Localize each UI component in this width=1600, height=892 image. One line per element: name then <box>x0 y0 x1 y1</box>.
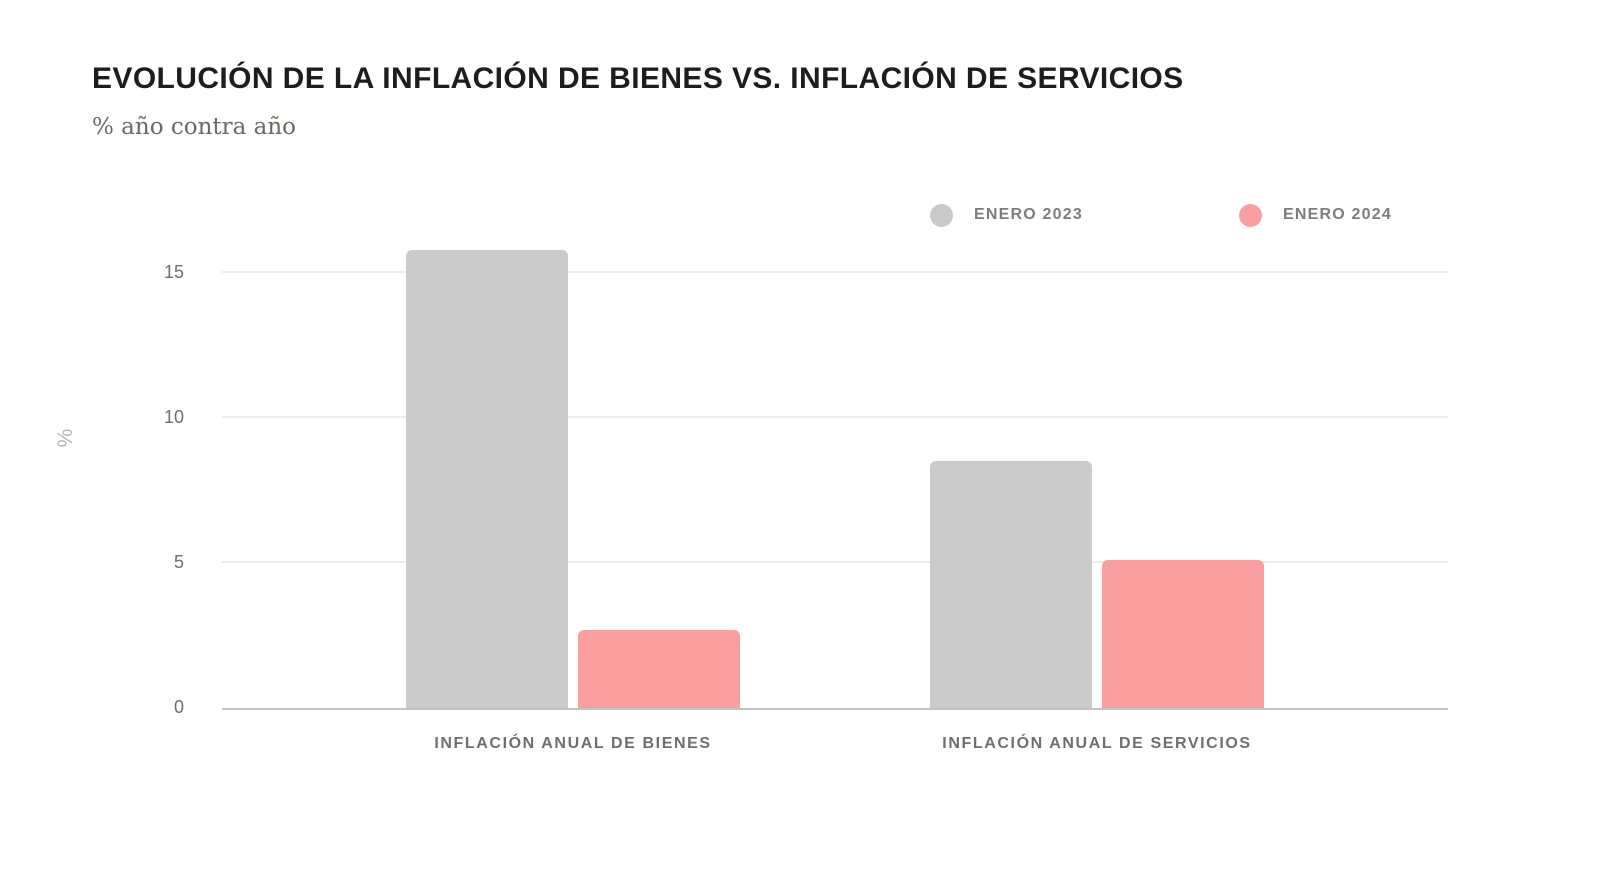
gridline-10 <box>222 416 1448 418</box>
legend-label-enero-2024: ENERO 2024 <box>1283 206 1392 223</box>
chart-subtitle: % año contra año <box>92 114 297 140</box>
legend-swatch-enero-2024-icon <box>1239 203 1262 227</box>
bar-enero-2024-bienes <box>578 630 740 708</box>
legend-item-enero-2024: ENERO 2024 <box>1239 202 1392 228</box>
gridline-5 <box>222 561 1448 563</box>
y-axis-label: % <box>54 428 77 448</box>
y-tick-10: 10 <box>163 407 184 427</box>
legend-item-enero-2023: ENERO 2023 <box>930 202 1083 228</box>
gridline-15 <box>222 271 1448 273</box>
bar-enero-2023-bienes <box>406 250 568 708</box>
chart-title: EVOLUCIÓN DE LA INFLACIÓN DE BIENES VS. … <box>92 62 1184 95</box>
plot-area <box>222 235 1448 710</box>
legend-swatch-enero-2023-icon <box>930 203 953 227</box>
bar-enero-2023-servicios <box>930 461 1092 708</box>
legend-label-enero-2023: ENERO 2023 <box>974 206 1083 223</box>
y-tick-15: 15 <box>163 262 184 282</box>
bar-enero-2024-servicios <box>1102 560 1264 708</box>
y-tick-5: 5 <box>173 552 184 572</box>
y-tick-0: 0 <box>173 697 184 717</box>
category-label-bienes: INFLACIÓN ANUAL DE BIENES <box>434 735 712 752</box>
category-label-servicios: INFLACIÓN ANUAL DE SERVICIOS <box>942 735 1252 752</box>
